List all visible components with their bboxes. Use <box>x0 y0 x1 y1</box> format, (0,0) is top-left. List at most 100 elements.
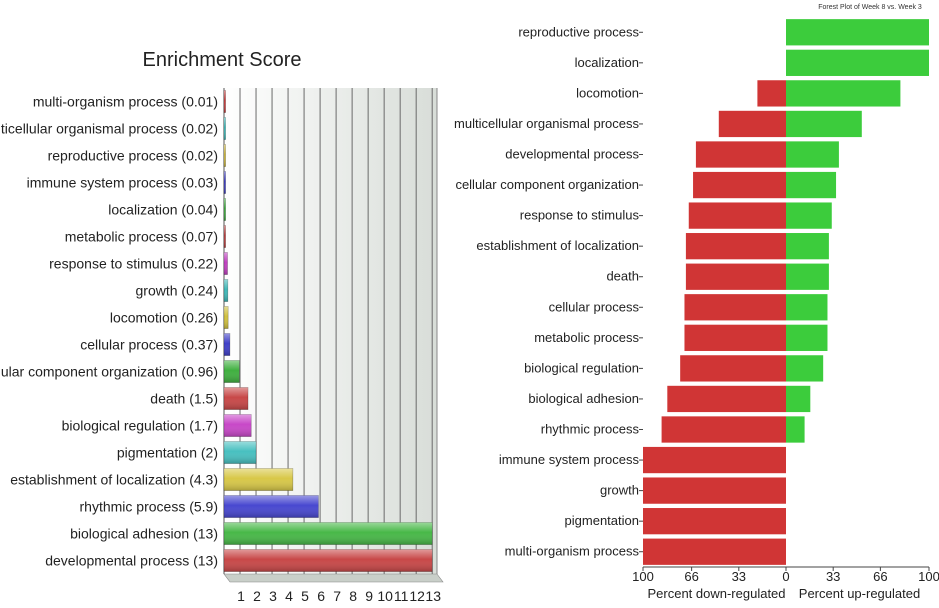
bar-highlight <box>224 387 249 410</box>
bar-highlight <box>224 441 257 464</box>
category-label: locomotion <box>576 85 639 100</box>
enrichment-score-chart: Enrichment Score multi-organism process (… <box>0 49 444 604</box>
down-bar <box>693 171 786 199</box>
bar-highlight <box>224 279 228 302</box>
bar-highlight <box>224 468 293 491</box>
bar-highlight <box>224 414 252 437</box>
x-tick-label: 5 <box>301 588 309 604</box>
category-label: biological adhesion (13) <box>70 526 218 542</box>
x-tick-label: 8 <box>349 588 357 604</box>
bar-highlight <box>224 522 433 545</box>
x-axis-label-right: Percent up-regulated <box>799 586 920 601</box>
category-label: biological adhesion <box>528 391 639 406</box>
up-bar <box>786 19 929 46</box>
category-label: developmental process <box>505 147 639 162</box>
bar-highlight <box>224 90 226 113</box>
up-bar <box>786 324 828 351</box>
x-axis-label-left: Percent down-regulated <box>647 586 785 601</box>
plot-floor <box>223 573 444 583</box>
category-label: metabolic process <box>534 330 639 345</box>
category-label: rhythmic process <box>541 422 640 437</box>
up-bar <box>786 171 837 199</box>
x-tick-label: 100 <box>918 569 939 584</box>
bar-highlight <box>224 495 319 518</box>
x-tick-label: 33 <box>732 569 746 584</box>
x-tick-label: 13 <box>425 588 441 604</box>
x-tick-label: 100 <box>632 569 654 584</box>
category-label: death (1.5) <box>150 391 218 407</box>
up-bar <box>786 385 811 413</box>
bar-highlight <box>224 198 226 221</box>
x-tick-label: 66 <box>873 569 887 584</box>
category-label: reproductive process <box>518 24 639 39</box>
left-chart-title: Enrichment Score <box>143 49 302 71</box>
category-label: reproductive process (0.02) <box>48 148 218 164</box>
bar-highlight <box>224 549 433 572</box>
bar-highlight <box>224 252 228 275</box>
forest-plot-chart: Forest Plot of Week 8 vs. Week 3 reproduc… <box>454 4 939 601</box>
x-tick-label: 11 <box>394 588 409 604</box>
down-bar <box>643 477 786 504</box>
category-label: cellular component organization (0.96) <box>0 364 218 380</box>
down-bar <box>718 110 786 138</box>
category-label: locomotion (0.26) <box>110 310 218 326</box>
category-label: multi-organism process <box>505 544 640 559</box>
up-bar <box>786 294 828 321</box>
down-bar <box>757 80 786 107</box>
bar-highlight <box>224 144 226 167</box>
x-tick-label: 2 <box>253 588 261 604</box>
bar-highlight <box>224 306 229 329</box>
x-tick-label: 1 <box>237 588 245 604</box>
category-label: developmental process (13) <box>45 553 218 569</box>
up-bar <box>786 233 829 260</box>
x-tick-label: 6 <box>317 588 325 604</box>
down-bar <box>680 355 786 382</box>
category-label: pigmentation <box>565 513 639 528</box>
bar-highlight <box>224 225 226 248</box>
category-label: multicellular organismal process <box>454 116 639 131</box>
up-bar <box>786 355 824 382</box>
category-label: rhythmic process (5.9) <box>80 499 218 515</box>
category-label: localization <box>575 55 639 70</box>
down-bar <box>667 385 786 413</box>
category-label: cellular component organization <box>455 177 639 192</box>
category-label: death <box>606 269 639 284</box>
down-bar <box>695 141 786 168</box>
x-tick-label: 66 <box>684 569 698 584</box>
down-bar <box>688 202 786 229</box>
down-bar <box>685 263 786 290</box>
category-label: pigmentation (2) <box>117 445 218 461</box>
category-label: immune system process (0.03) <box>27 175 218 191</box>
x-tick-label: 12 <box>409 588 425 604</box>
category-label: multi-organism process (0.01) <box>33 94 218 110</box>
down-bar <box>685 233 786 260</box>
bar-highlight <box>224 117 226 140</box>
up-bar <box>786 416 805 443</box>
category-label: biological regulation (1.7) <box>62 418 218 434</box>
bar-highlight <box>224 333 230 356</box>
up-bar <box>786 263 829 290</box>
category-label: cellular process (0.37) <box>80 337 218 353</box>
category-label: growth (0.24) <box>136 283 218 299</box>
category-label: localization (0.04) <box>108 202 218 218</box>
category-label: response to stimulus <box>520 208 640 223</box>
x-tick-label: 7 <box>333 588 341 604</box>
down-bar <box>643 538 786 565</box>
bar-highlight <box>224 171 226 194</box>
category-label: response to stimulus (0.22) <box>49 256 218 272</box>
category-label: biological regulation <box>524 360 639 375</box>
up-bar <box>786 49 929 76</box>
x-tick-label: 3 <box>269 588 277 604</box>
category-label: cellular process <box>549 299 640 314</box>
right-chart-title: Forest Plot of Week 8 vs. Week 3 <box>818 4 922 11</box>
x-tick-label: 33 <box>826 569 840 584</box>
category-label: growth <box>600 483 639 498</box>
x-tick-label: 10 <box>377 588 393 604</box>
plot-background <box>224 88 437 574</box>
down-bar <box>643 508 786 535</box>
category-label: immune system process <box>499 452 640 467</box>
x-tick-label: 9 <box>365 588 373 604</box>
bar-highlight <box>224 360 240 383</box>
